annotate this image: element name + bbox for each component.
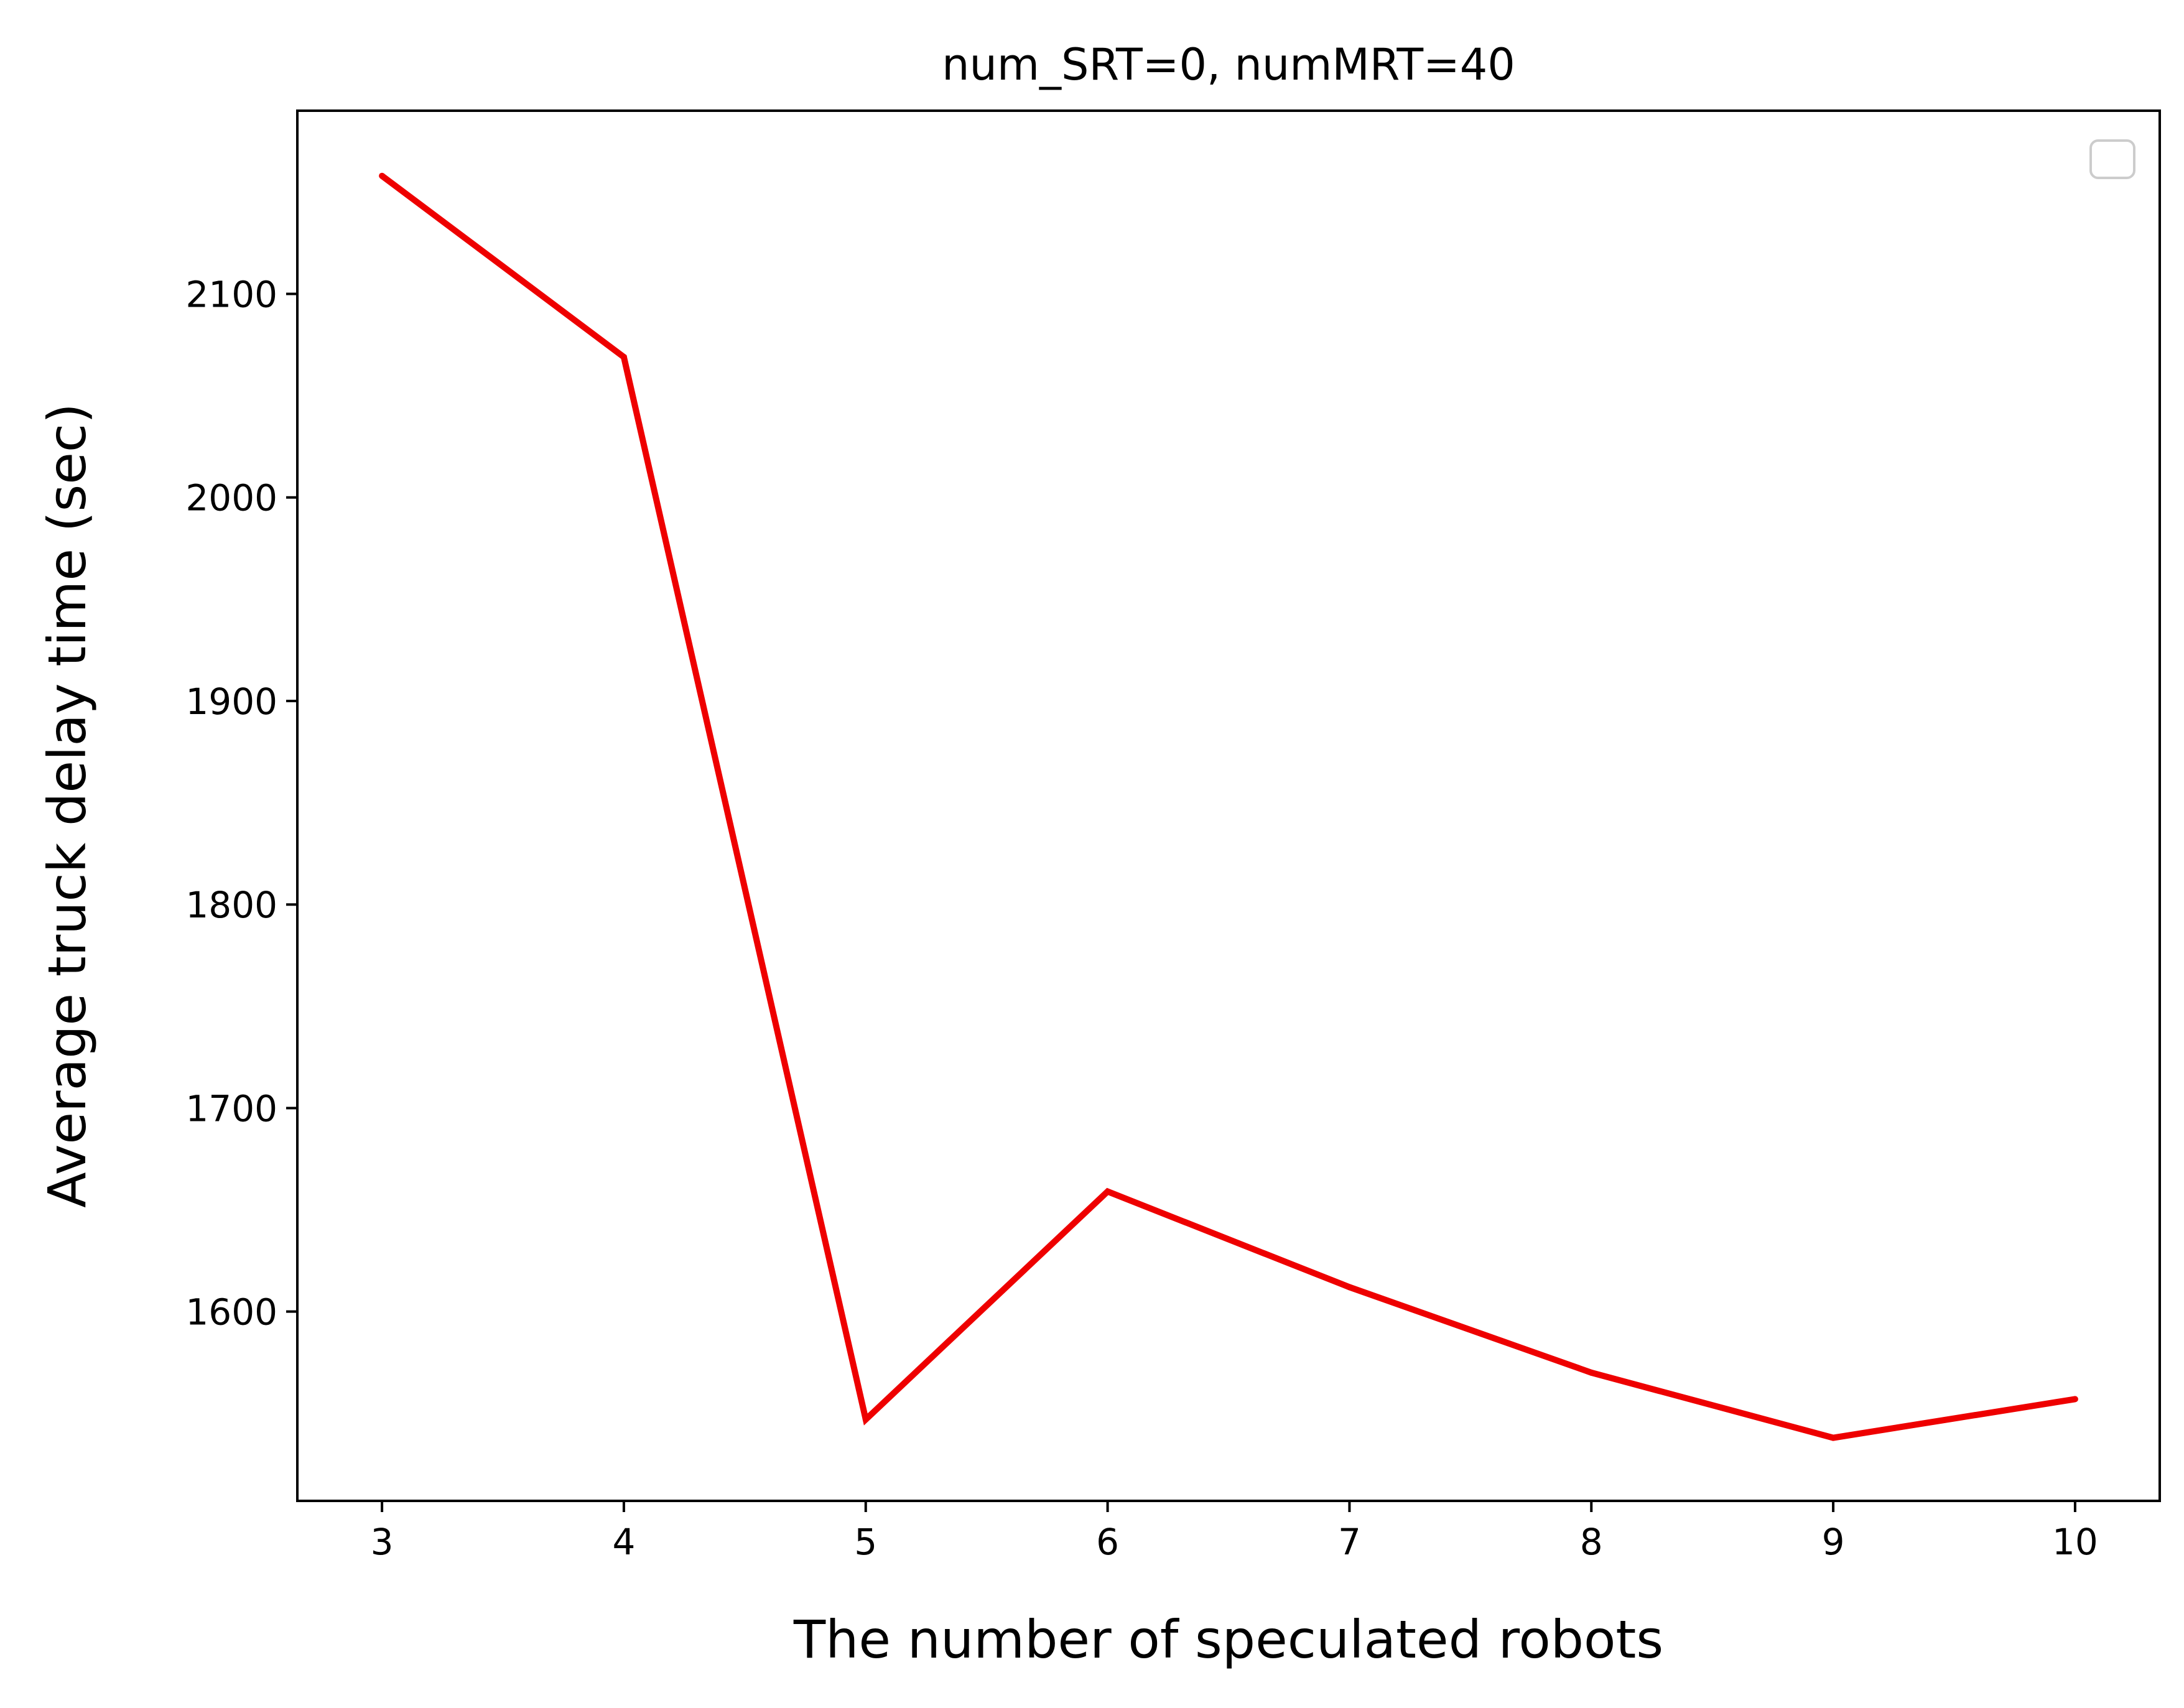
data-point xyxy=(1346,1284,1353,1291)
x-tick-label: 4 xyxy=(612,1521,635,1563)
y-tick-label: 1900 xyxy=(185,680,277,723)
data-point xyxy=(379,172,386,179)
y-tick-label: 1800 xyxy=(185,884,277,926)
y-tick-label: 1600 xyxy=(185,1291,277,1334)
data-point xyxy=(1588,1369,1595,1376)
series-layer xyxy=(379,172,2078,1441)
data-point xyxy=(1830,1434,1837,1441)
y-axis-label: Average truck delay time (sec) xyxy=(37,403,98,1208)
data-point xyxy=(2071,1396,2078,1403)
y-tick-label: 1700 xyxy=(185,1087,277,1130)
plot-frame xyxy=(296,109,2161,1502)
x-tick-label: 10 xyxy=(2052,1521,2098,1563)
legend-box[interactable] xyxy=(2089,139,2135,179)
chart-title: num_SRT=0, numMRT=40 xyxy=(942,39,1515,90)
axis-ticks: 3 4 5 6 7 8 9 10 1600 1700 1800 1900 2000 2100 xyxy=(185,274,2098,1563)
y-tick-label: 2000 xyxy=(185,477,277,519)
x-tick-label: 6 xyxy=(1096,1521,1119,1563)
x-tick-label: 9 xyxy=(1822,1521,1845,1563)
x-tick-label: 7 xyxy=(1338,1521,1361,1563)
data-point xyxy=(1104,1188,1111,1195)
series-line xyxy=(380,173,2076,1441)
x-tick-label: 5 xyxy=(854,1521,877,1563)
data-point xyxy=(620,353,627,360)
x-tick-label: 3 xyxy=(371,1521,394,1563)
x-axis-label: The number of speculated robots xyxy=(793,1609,1663,1670)
y-tick-label: 2100 xyxy=(185,274,277,316)
data-point xyxy=(862,1416,869,1423)
x-tick-label: 8 xyxy=(1580,1521,1603,1563)
legend-frame xyxy=(2089,139,2135,179)
